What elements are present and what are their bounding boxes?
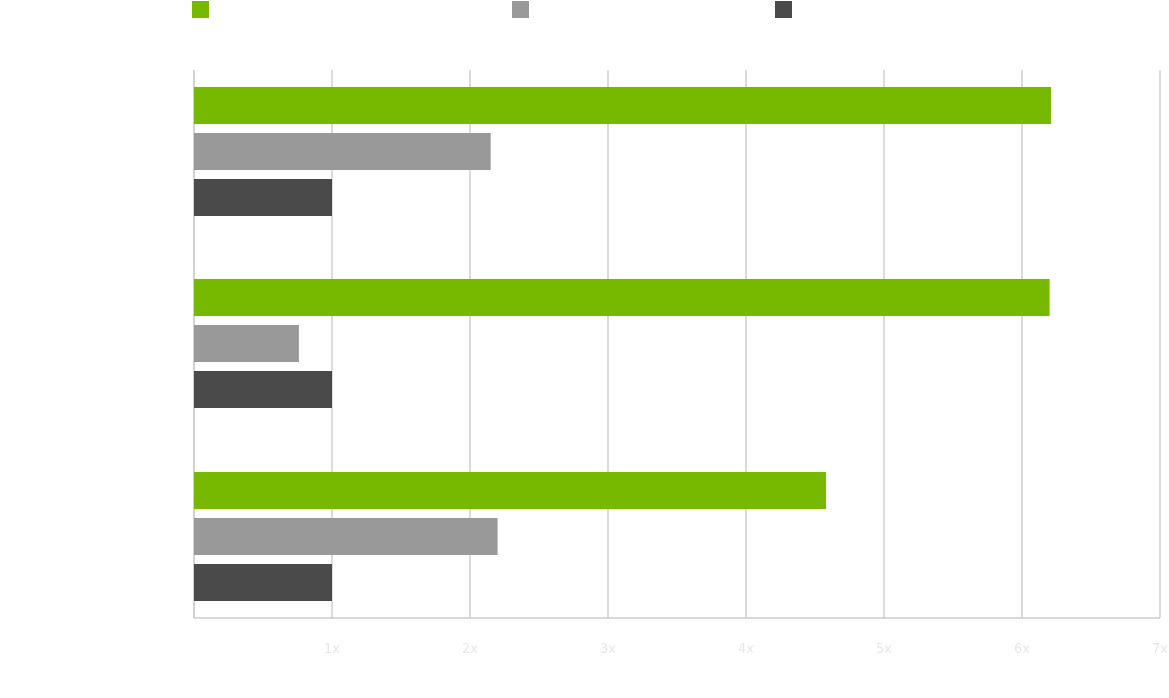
bar-group-1-series-3: [194, 179, 332, 216]
bar-group-1-series-1: [194, 87, 1051, 124]
x-tick-label: 5x: [876, 642, 892, 657]
bar-group-3-series-3: [194, 564, 332, 601]
bar-group-3-series-1: [194, 472, 827, 509]
legend-swatch-series-2: [512, 1, 529, 18]
legend-swatch-series-1: [192, 1, 209, 18]
legend-swatch-series-3: [775, 1, 792, 18]
bar-group-1-series-2: [194, 133, 491, 170]
x-tick-label: 6x: [1014, 642, 1030, 657]
x-tick-label: 2x: [462, 642, 478, 657]
bar-group-3-series-2: [194, 518, 498, 555]
bar-group-2-series-1: [194, 279, 1050, 316]
x-tick-label: 1x: [324, 642, 340, 657]
bar-group-2-series-3: [194, 371, 332, 408]
x-tick-label: 7x: [1152, 642, 1168, 657]
bar-group-2-series-2: [194, 325, 299, 362]
x-tick-label: 3x: [600, 642, 616, 657]
x-tick-label: 4x: [738, 642, 754, 657]
